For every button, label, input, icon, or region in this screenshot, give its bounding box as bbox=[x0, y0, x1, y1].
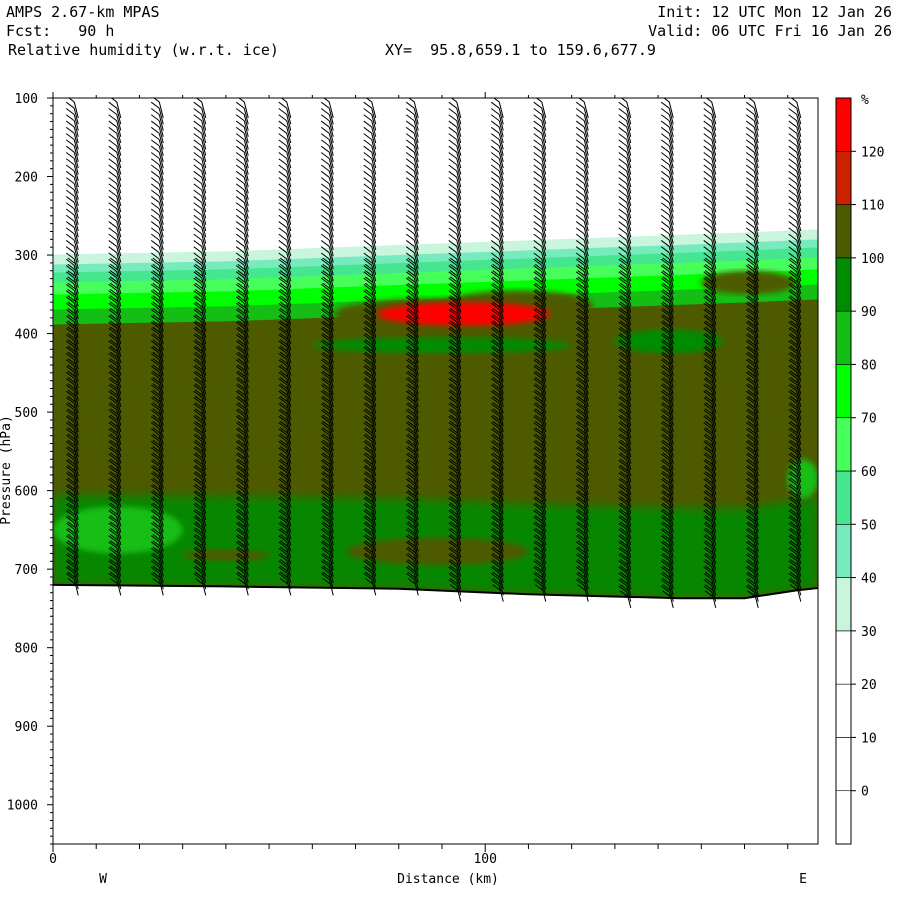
wind-barb-column-0 bbox=[65, 98, 79, 596]
model-label: AMPS 2.67-km MPAS bbox=[6, 3, 160, 21]
x-tick-label-0: 0 bbox=[49, 852, 57, 867]
colorbar-segment-4 bbox=[835, 577, 852, 632]
humidity-region-4 bbox=[701, 270, 797, 295]
wind-barb-column-2 bbox=[150, 98, 164, 596]
colorbar-segment-10 bbox=[835, 257, 852, 312]
east-label: E bbox=[799, 872, 807, 887]
xy-label: XY= 95.8,659.1 to 159.6,677.9 bbox=[385, 41, 656, 59]
y-axis-label: Pressure (hPa) bbox=[0, 415, 14, 525]
distance-axis: 0 100 bbox=[49, 92, 789, 867]
field-label: Relative humidity (w.r.t. ice) bbox=[8, 41, 279, 59]
colorbar-label-120: 120 bbox=[861, 145, 884, 160]
wind-barb-column-9 bbox=[448, 98, 462, 602]
wind-barb-column-8 bbox=[405, 98, 419, 596]
wind-barb-column-15 bbox=[703, 98, 717, 609]
wind-barb-column-10 bbox=[490, 98, 504, 602]
humidity-field bbox=[53, 229, 818, 844]
wind-barb-column-12 bbox=[575, 98, 589, 602]
colorbar-segment-13 bbox=[835, 97, 852, 152]
y-tick-label-500: 500 bbox=[15, 406, 38, 421]
humidity-region-0 bbox=[74, 392, 313, 456]
humidity-region-5 bbox=[346, 537, 529, 566]
colorbar-label-0: 0 bbox=[861, 785, 869, 800]
x-axis-label: Distance (km) bbox=[397, 872, 499, 887]
wind-barb-column-3 bbox=[193, 98, 207, 596]
colorbar-label-10: 10 bbox=[861, 731, 877, 746]
colorbar-label-70: 70 bbox=[861, 412, 877, 427]
wind-barb-column-11 bbox=[533, 98, 547, 602]
humidity-region-7 bbox=[377, 302, 551, 326]
colorbar-segment-1 bbox=[835, 737, 852, 792]
colorbar-label-110: 110 bbox=[861, 199, 884, 214]
wind-barb-column-14 bbox=[660, 98, 674, 609]
y-tick-label-400: 400 bbox=[15, 328, 38, 343]
y-tick-label-100: 100 bbox=[15, 92, 38, 107]
humidity-region-10 bbox=[53, 506, 183, 554]
humidity-region-8 bbox=[312, 337, 572, 354]
y-tick-label-900: 900 bbox=[15, 720, 38, 735]
humidity-region-3 bbox=[722, 353, 818, 424]
colorbar-segment-12 bbox=[835, 150, 852, 205]
colorbar-label-60: 60 bbox=[861, 465, 877, 480]
y-tick-label-200: 200 bbox=[15, 171, 38, 186]
colorbar: 0 10 20 30 40 50 60 70 80 90 100 110 120% bbox=[835, 93, 884, 845]
wind-barb-column-1 bbox=[108, 98, 122, 596]
west-label: W bbox=[99, 872, 107, 887]
wind-barb-column-4 bbox=[235, 98, 249, 596]
terrain-line bbox=[52, 583, 819, 600]
colorbar-label-30: 30 bbox=[861, 625, 877, 640]
valid-time-label: Valid: 06 UTC Fri 16 Jan 26 bbox=[648, 22, 892, 40]
wind-barb-column-16 bbox=[745, 98, 759, 609]
colorbar-segment-5 bbox=[835, 523, 852, 578]
colorbar-segment-2 bbox=[835, 683, 852, 738]
colorbar-segment-6 bbox=[835, 470, 852, 525]
colorbar-label-40: 40 bbox=[861, 572, 877, 587]
colorbar-segment-0 bbox=[835, 790, 852, 845]
colorbar-unit: % bbox=[861, 93, 869, 108]
colorbar-segment-7 bbox=[835, 417, 852, 472]
colorbar-segment-8 bbox=[835, 364, 852, 419]
below-ground-mask bbox=[53, 584, 818, 844]
x-tick-label-100: 100 bbox=[473, 852, 496, 867]
colorbar-segment-11 bbox=[835, 204, 852, 259]
wind-barbs bbox=[65, 98, 802, 609]
y-tick-label-1000: 1000 bbox=[7, 799, 38, 814]
wind-barb-column-5 bbox=[278, 98, 292, 596]
colorbar-label-90: 90 bbox=[861, 305, 877, 320]
y-tick-label-700: 700 bbox=[15, 563, 38, 578]
humidity-region-9 bbox=[614, 329, 723, 354]
colorbar-label-50: 50 bbox=[861, 518, 877, 533]
pressure-axis: 100 200 300 400 500 600 700 800 900 1000 bbox=[7, 92, 53, 845]
colorbar-label-80: 80 bbox=[861, 358, 877, 373]
forecast-hour-label: Fcst: 90 h bbox=[6, 22, 115, 40]
plot-frame bbox=[52, 97, 819, 845]
y-tick-label-300: 300 bbox=[15, 249, 38, 264]
init-time-label: Init: 12 UTC Mon 12 Jan 26 bbox=[657, 3, 892, 21]
wind-barb-column-6 bbox=[320, 98, 334, 596]
wind-barb-column-7 bbox=[363, 98, 377, 596]
wind-barb-column-17 bbox=[788, 98, 802, 602]
colorbar-label-20: 20 bbox=[861, 678, 877, 693]
y-tick-label-800: 800 bbox=[15, 642, 38, 657]
colorbar-segment-3 bbox=[835, 630, 852, 685]
y-tick-label-600: 600 bbox=[15, 485, 38, 500]
colorbar-label-100: 100 bbox=[861, 252, 884, 267]
colorbar-segment-9 bbox=[835, 310, 852, 365]
wind-barb-column-13 bbox=[618, 98, 632, 609]
